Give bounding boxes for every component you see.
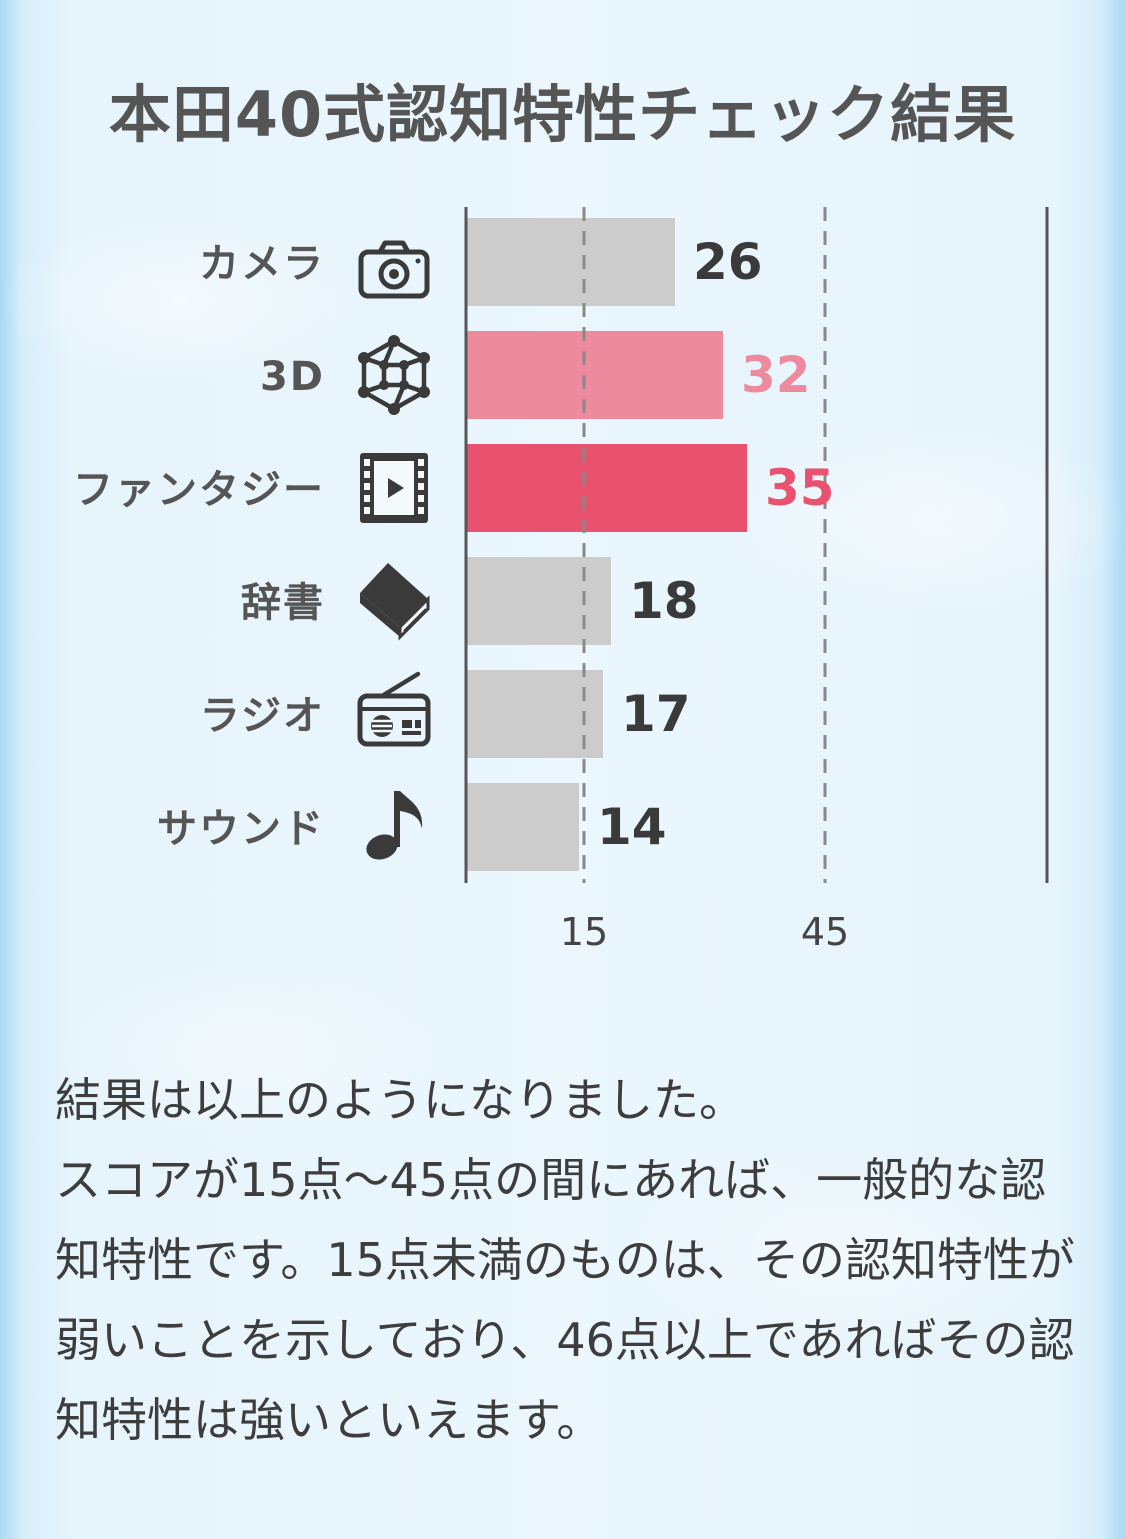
bar-2: [467, 331, 723, 419]
radio-icon: [360, 674, 428, 744]
category-label-2: 3D: [260, 354, 325, 400]
bar-6: [467, 783, 579, 871]
book-icon: [358, 561, 430, 639]
film-icon: [360, 453, 428, 523]
bar-5: [467, 670, 603, 758]
value-labels-layer: 26 32 35 18 17 14: [597, 233, 835, 856]
bars-layer: [467, 218, 747, 871]
bar-3: [467, 444, 747, 532]
result-description: 結果は以上のようになりました。 スコアが15点〜45点の間にあれば、一般的な認知…: [55, 1073, 1075, 1447]
value-label-4: 18: [629, 572, 699, 630]
x-tick-label-15: 15: [560, 910, 608, 954]
value-label-5: 17: [621, 685, 691, 743]
music-note-icon: [362, 791, 423, 864]
camera-icon: [361, 243, 427, 296]
value-label-6: 14: [597, 798, 667, 856]
category-label-4: 辞書: [241, 580, 325, 626]
cube-3d-icon: [358, 335, 430, 415]
axes-layer: 15 45: [464, 207, 1049, 954]
bar-1: [467, 218, 675, 306]
icons-layer: [358, 243, 430, 864]
category-label-6: サウンド: [157, 806, 325, 852]
page-title: 本田40式認知特性チェック結果: [108, 77, 1017, 151]
category-label-3: ファンタジー: [73, 467, 325, 513]
bar-4: [467, 557, 611, 645]
value-label-1: 26: [693, 233, 763, 291]
x-tick-label-45: 45: [801, 910, 849, 954]
value-label-3: 35: [765, 459, 835, 517]
category-label-5: ラジオ: [200, 693, 325, 739]
category-label-1: カメラ: [199, 241, 325, 287]
value-label-2: 32: [741, 346, 811, 404]
